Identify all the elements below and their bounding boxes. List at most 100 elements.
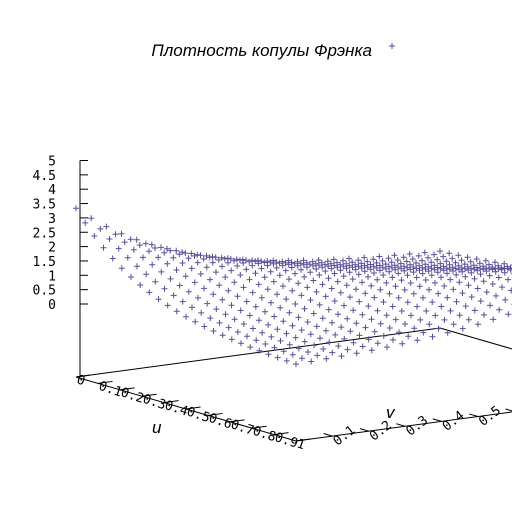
z-tick-label: 0 [48, 298, 56, 313]
surface-point [298, 327, 305, 334]
surface-point [238, 340, 244, 347]
legend [389, 43, 395, 49]
surface-point [158, 268, 165, 275]
y-axis-label: v [386, 403, 396, 422]
surface-point [152, 278, 159, 285]
surface-point [316, 262, 322, 269]
surface-point [228, 302, 235, 309]
surface-point [492, 259, 498, 266]
surface-point [271, 313, 278, 320]
surface-point [371, 328, 378, 335]
surface-point [368, 282, 375, 289]
surface-point [431, 251, 437, 258]
surface-point [295, 345, 302, 352]
surface-point [413, 260, 419, 266]
surface-point [91, 233, 98, 239]
surface-point [100, 244, 107, 251]
surface-point [103, 223, 110, 230]
z-tick-label: 1.5 [33, 255, 56, 270]
surface-point [222, 274, 229, 281]
surface-point [286, 276, 292, 283]
surface-point [240, 321, 247, 327]
surface-point [435, 290, 442, 297]
surface-point [419, 257, 425, 264]
surface-point [474, 285, 481, 292]
surface-point [203, 252, 210, 259]
surface-point [249, 262, 256, 269]
surface-point [377, 320, 384, 327]
surface-point [306, 261, 313, 268]
surface-point [507, 266, 512, 273]
surface-point [489, 281, 496, 287]
surface-point [246, 258, 253, 265]
y-tick-mark [396, 423, 406, 427]
surface-point [194, 259, 201, 266]
surface-point [307, 269, 314, 276]
surface-point [170, 254, 177, 261]
surface-point [465, 316, 472, 323]
surface-point [340, 263, 347, 270]
surface-point [155, 296, 162, 303]
surface-point [276, 272, 283, 279]
surface-point [259, 329, 266, 336]
surface-point [298, 266, 304, 273]
surface-point [124, 254, 131, 261]
surface-point [136, 242, 143, 249]
surface-point [127, 236, 134, 243]
surface-point [262, 308, 268, 315]
surface-point [465, 282, 472, 289]
z-tick-label: 1 [48, 269, 56, 284]
surface-point [486, 272, 493, 279]
surface-point [431, 266, 438, 273]
surface-point [377, 286, 384, 293]
surface-point [383, 312, 390, 319]
surface-point [330, 256, 337, 263]
surface-point [341, 335, 348, 342]
surface-point [191, 279, 198, 286]
surface-point [331, 270, 338, 277]
surface-point [373, 265, 380, 271]
surface-point [316, 301, 323, 308]
surface-point [401, 267, 408, 274]
surface-point [396, 329, 402, 336]
surface-point [325, 263, 332, 270]
surface-point [133, 236, 140, 243]
surface-point [384, 344, 390, 351]
x-tick-mark [295, 438, 311, 442]
surface-point [216, 282, 223, 289]
surface-point [197, 252, 204, 259]
surface-point [406, 251, 413, 257]
surface-point [258, 294, 265, 301]
surface-point [109, 255, 116, 262]
surface-point [495, 274, 502, 281]
surface-point [368, 316, 375, 323]
surface-point [353, 350, 360, 357]
surface-point [283, 296, 290, 303]
surface-point [434, 269, 441, 276]
surface-point [397, 260, 404, 267]
y-tick-label: 0.4 [440, 408, 468, 434]
surface-point [391, 252, 398, 259]
surface-point [231, 257, 237, 264]
surface-point [499, 284, 505, 291]
back-right-edge [439, 327, 512, 350]
surface-point [413, 274, 420, 281]
surface-point [438, 303, 445, 310]
surface-point [489, 266, 496, 273]
surface-point [404, 299, 411, 306]
surface-point [279, 262, 286, 269]
surface-point [140, 254, 146, 261]
surface-point [305, 349, 311, 355]
surface-point [323, 355, 330, 362]
surface-point [376, 253, 383, 260]
surface-point [307, 331, 314, 338]
surface-point [185, 255, 192, 262]
surface-point [493, 292, 499, 299]
surface-point [280, 318, 287, 325]
surface-point [319, 315, 326, 322]
z-tick-label: 5 [48, 155, 56, 170]
surface-point [106, 236, 113, 242]
x-tick-label: 0.9 [273, 430, 300, 452]
surface-point [304, 264, 310, 271]
surface-point [252, 270, 259, 277]
